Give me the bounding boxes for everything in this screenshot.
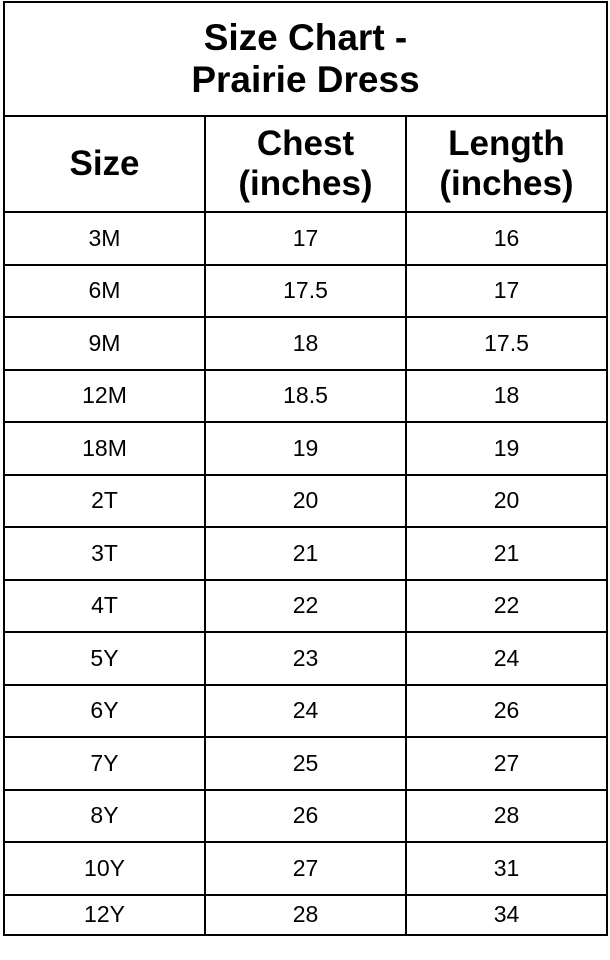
cell-size: 4T: [3, 578, 206, 633]
size-chart-table: Size Chart - Prairie Dress Size Chest (in…: [3, 1, 608, 936]
table-row: 18M 19 19: [3, 421, 608, 476]
header-chest: Chest (inches): [204, 115, 407, 213]
cell-size: 6Y: [3, 683, 206, 738]
table-row: 6M 17.5 17: [3, 263, 608, 318]
table-row: 3M 17 16: [3, 211, 608, 266]
cell-length: 34: [405, 893, 608, 936]
cell-length: 22: [405, 578, 608, 633]
table-row: 2T 20 20: [3, 473, 608, 528]
cell-chest: 21: [204, 526, 407, 581]
table-row: 6Y 24 26: [3, 683, 608, 738]
cell-length: 26: [405, 683, 608, 738]
cell-size: 12Y: [3, 893, 206, 936]
cell-length: 16: [405, 211, 608, 266]
cell-chest: 23: [204, 631, 407, 686]
cell-chest: 22: [204, 578, 407, 633]
cell-length: 20: [405, 473, 608, 528]
cell-chest: 24: [204, 683, 407, 738]
table-title: Size Chart - Prairie Dress: [3, 1, 608, 117]
title-line-1: Size Chart -: [203, 17, 408, 58]
cell-chest: 27: [204, 841, 407, 896]
cell-length: 18: [405, 368, 608, 423]
table-row: 10Y 27 31: [3, 841, 608, 896]
header-chest-line-1: Chest: [256, 124, 355, 163]
table-row: 5Y 23 24: [3, 631, 608, 686]
cell-chest: 18: [204, 316, 407, 371]
cell-length: 31: [405, 841, 608, 896]
cell-size: 8Y: [3, 788, 206, 843]
table-row: 9M 18 17.5: [3, 316, 608, 371]
cell-size: 5Y: [3, 631, 206, 686]
table-row: 4T 22 22: [3, 578, 608, 633]
cell-size: 3M: [3, 211, 206, 266]
cell-length: 24: [405, 631, 608, 686]
cell-length: 19: [405, 421, 608, 476]
cell-size: 9M: [3, 316, 206, 371]
cell-size: 10Y: [3, 841, 206, 896]
header-row: Size Chest (inches) Length (inches): [3, 115, 608, 213]
cell-length: 21: [405, 526, 608, 581]
cell-length: 27: [405, 736, 608, 791]
table-row: 12Y 28 34: [3, 893, 608, 936]
cell-chest: 26: [204, 788, 407, 843]
cell-chest: 17.5: [204, 263, 407, 318]
cell-chest: 17: [204, 211, 407, 266]
cell-chest: 19: [204, 421, 407, 476]
cell-chest: 25: [204, 736, 407, 791]
header-chest-line-2: (inches): [238, 164, 373, 203]
cell-chest: 28: [204, 893, 407, 936]
header-length-line-2: (inches): [439, 164, 574, 203]
cell-length: 28: [405, 788, 608, 843]
title-line-2: Prairie Dress: [191, 59, 420, 100]
cell-length: 17: [405, 263, 608, 318]
cell-size: 18M: [3, 421, 206, 476]
cell-chest: 20: [204, 473, 407, 528]
table-row: 7Y 25 27: [3, 736, 608, 791]
cell-length: 17.5: [405, 316, 608, 371]
cell-size: 12M: [3, 368, 206, 423]
cell-size: 2T: [3, 473, 206, 528]
table-row: 8Y 26 28: [3, 788, 608, 843]
header-size: Size: [3, 115, 206, 213]
header-length: Length (inches): [405, 115, 608, 213]
table-row: 12M 18.5 18: [3, 368, 608, 423]
cell-size: 3T: [3, 526, 206, 581]
cell-size: 7Y: [3, 736, 206, 791]
cell-size: 6M: [3, 263, 206, 318]
cell-chest: 18.5: [204, 368, 407, 423]
header-length-line-1: Length: [448, 124, 565, 163]
table-row: 3T 21 21: [3, 526, 608, 581]
